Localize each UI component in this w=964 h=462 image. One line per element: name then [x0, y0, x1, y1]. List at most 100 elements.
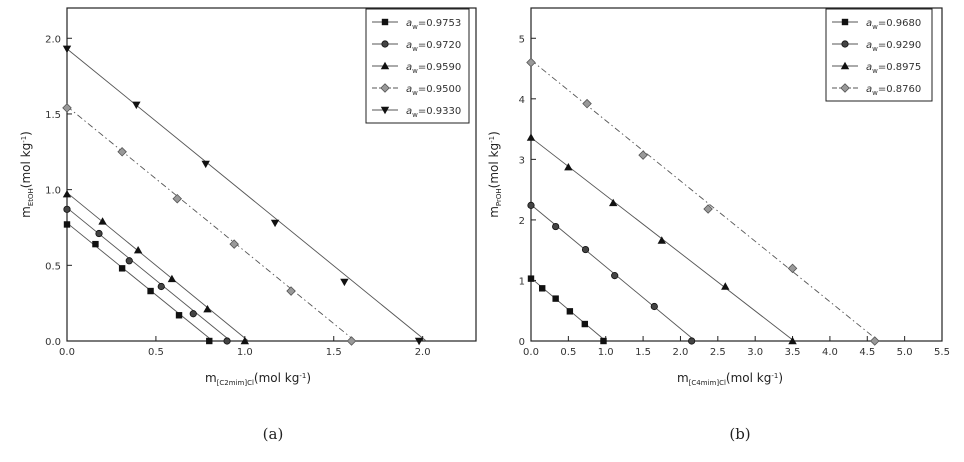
data-point [552, 295, 559, 302]
y-axis-label-end: ) [487, 131, 501, 136]
x-axis-label-post: (mol kg [726, 371, 771, 385]
legend-symbol: a [866, 40, 872, 51]
data-point [346, 336, 357, 346]
data-point [721, 282, 730, 290]
data-point [527, 201, 535, 209]
data-point [609, 198, 618, 207]
data-point [564, 163, 573, 171]
x-axis-label-end: ) [778, 371, 783, 385]
legend-label: aw=0.8975 [866, 62, 921, 75]
legend-value: =0.9720 [418, 40, 461, 51]
data-point [62, 189, 72, 198]
y-tick-label: 3 [519, 155, 525, 166]
x-tick-label: 2.0 [415, 347, 431, 358]
data-point [638, 150, 648, 160]
chart-panel-a: 0.0 0.5 1.0 1.5 2.00.00.51.01.52.0mEtOH(mol … [19, 7, 477, 443]
plot-area [66, 7, 477, 342]
x-axis-label: m[C4mim]Cl(mol kg-1) [677, 371, 783, 387]
y-tick-label: 1.5 [45, 110, 61, 121]
data-point [132, 101, 141, 110]
data-point [118, 265, 126, 272]
x-tick-label: 1.0 [598, 347, 614, 358]
legend-marker [841, 40, 849, 48]
data-point [286, 286, 296, 296]
y-axis-label: mEtOH(mol kg-1) [19, 131, 35, 218]
legend-marker [380, 106, 390, 115]
legend-label: aw=0.9330 [406, 106, 461, 119]
y-axis-label-sup: -1 [20, 136, 28, 143]
figure-caption: (a) [263, 425, 284, 443]
data-point [270, 219, 280, 228]
x-tick-label: 3.5 [785, 347, 801, 358]
x-axis-label-pre: m [677, 371, 689, 385]
legend-subscript: w [872, 45, 878, 53]
data-point [788, 336, 797, 345]
y-axis-label-post: (mol kg [487, 143, 501, 188]
legend-label: aw=0.9720 [406, 40, 461, 53]
x-tick-label: 0.0 [59, 347, 75, 358]
data-point [657, 236, 666, 244]
legend-label: aw=0.9500 [406, 84, 461, 97]
x-axis-label-sup: -1 [299, 372, 306, 380]
data-point [527, 275, 535, 282]
legend-subscript: w [872, 23, 878, 31]
x-tick-label: 0.0 [523, 347, 539, 358]
data-point [63, 221, 71, 228]
y-axis-label-post: (mol kg [19, 143, 33, 188]
data-point [240, 336, 250, 345]
data-point [600, 337, 607, 345]
x-tick-label: 1.0 [237, 347, 253, 358]
data-point [125, 257, 133, 265]
data-point [229, 239, 239, 249]
legend-subscript: w [412, 111, 418, 119]
data-point [539, 285, 546, 292]
y-axis-label: mPrOH(mol kg-1) [487, 131, 503, 218]
data-point [157, 282, 165, 291]
legend-marker [380, 83, 390, 93]
legend-subscript: w [872, 89, 878, 97]
y-tick-label: 0 [519, 337, 525, 348]
y-axis-label-pre: m [19, 206, 33, 218]
data-point [95, 229, 103, 238]
data-point [117, 147, 127, 157]
data-point [147, 287, 154, 295]
data-point [133, 245, 143, 254]
data-point [582, 98, 592, 109]
legend-marker [840, 83, 850, 93]
legend-symbol: a [866, 84, 872, 95]
data-point [206, 337, 213, 345]
x-tick-label: 0.5 [560, 347, 576, 358]
x-tick-label: 0.5 [148, 347, 164, 358]
y-axis-label-end: ) [19, 131, 33, 136]
series-line [66, 192, 249, 342]
legend-label: aw=0.9590 [406, 62, 461, 75]
data-point [172, 193, 183, 204]
legend-symbol: a [406, 40, 412, 51]
legend-marker [380, 61, 390, 70]
x-tick-label: 5.0 [897, 347, 913, 358]
data-point [581, 245, 590, 254]
series-line [66, 207, 231, 342]
data-point [869, 336, 880, 346]
legend-value: =0.8760 [878, 84, 921, 95]
legend-symbol: a [406, 62, 412, 73]
data-point [611, 272, 619, 280]
data-point [62, 103, 72, 113]
legend-value: =0.9330 [418, 106, 461, 117]
data-point [175, 312, 183, 319]
y-axis-label-sub: PrOH [495, 188, 503, 206]
data-point [62, 45, 72, 54]
data-point [703, 204, 713, 214]
legend-subscript: w [412, 67, 418, 75]
y-axis-label-sub: EtOH [27, 188, 35, 206]
plot-area [530, 7, 943, 342]
series-line [66, 48, 427, 342]
data-point [526, 133, 536, 141]
data-point [189, 310, 197, 318]
data-point [650, 302, 658, 311]
legend-label: aw=0.8760 [866, 84, 921, 97]
legend-subscript: w [412, 23, 418, 31]
y-tick-label: 1.0 [45, 186, 61, 197]
legend-symbol: a [866, 62, 872, 73]
